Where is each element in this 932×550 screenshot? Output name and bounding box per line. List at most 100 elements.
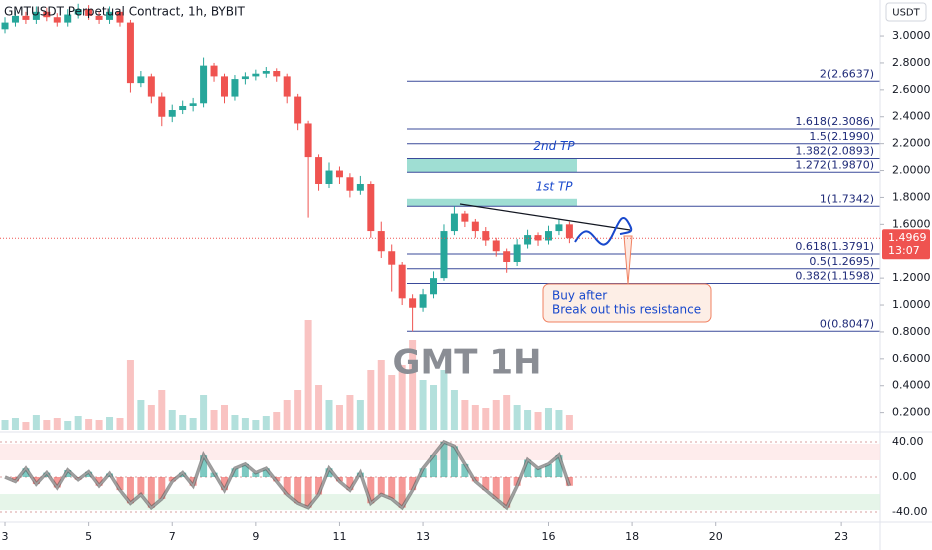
osc-bar — [95, 477, 103, 486]
candle-body — [11, 15, 19, 23]
candle-body — [325, 170, 333, 184]
volume-bar — [283, 400, 291, 430]
volume-bar — [325, 400, 333, 430]
osc-bar — [315, 477, 323, 495]
y-tick-label: 0.8000 — [892, 325, 931, 338]
candle-body — [335, 170, 343, 178]
candle-body — [200, 65, 208, 104]
fib-label: 1.382(2.0893) — [795, 145, 874, 158]
candle-body — [106, 11, 114, 20]
candle-body — [492, 240, 500, 252]
volume-bar — [492, 400, 500, 430]
candle-body — [346, 177, 354, 191]
candle-body — [388, 251, 396, 265]
osc-bar — [304, 477, 312, 508]
candle-body — [503, 251, 511, 262]
volume-bar — [22, 422, 30, 430]
osc-bar — [252, 472, 260, 477]
y-tick-label: 0.2000 — [892, 406, 931, 419]
osc-bar — [398, 477, 406, 508]
volume-bar — [231, 415, 239, 430]
volume-bar — [43, 420, 51, 430]
currency-box[interactable] — [885, 2, 927, 22]
volume-bar — [126, 360, 134, 430]
callout-pointer — [623, 235, 633, 285]
volume-bar — [294, 390, 302, 430]
last-price-label: 1.4969 — [888, 231, 927, 244]
osc-bar — [116, 477, 124, 491]
fib-label: 0(0.8047) — [820, 317, 874, 330]
fib-label: 1.272(1.9870) — [795, 158, 874, 171]
y-tick-label: 2.8000 — [892, 56, 931, 69]
osc-bar — [409, 477, 417, 491]
candle-body — [53, 17, 61, 23]
osc-bar — [231, 468, 239, 477]
volume-bar — [565, 415, 573, 430]
volume-bar — [11, 418, 19, 430]
volume-bar — [95, 420, 103, 430]
candle-body — [513, 244, 521, 262]
osc-bar — [126, 477, 134, 504]
candle-body — [367, 183, 375, 232]
volume-bar — [85, 419, 93, 430]
osc-line — [4, 441, 571, 509]
volume-bar — [377, 360, 385, 430]
volume-bar — [74, 416, 82, 430]
osc-bar — [262, 468, 270, 477]
candle-body — [304, 123, 312, 158]
osc-bar — [482, 477, 490, 491]
chart-title: GMTUSDT Perpetual Contract, 1h, BYBIT — [4, 5, 246, 19]
osc-bar — [220, 477, 228, 491]
osc-bar — [294, 477, 302, 504]
overbought-band — [0, 443, 880, 460]
fib-label: 0.382(1.1598) — [795, 270, 874, 283]
volume-bar — [450, 390, 458, 430]
candle-body — [22, 15, 30, 20]
candle-body — [64, 14, 72, 23]
volume-bar — [106, 417, 114, 430]
candle-body — [409, 298, 417, 308]
x-tick-label: 23 — [834, 530, 848, 543]
volume-bar — [200, 395, 208, 430]
osc-tick-label: -40.00 — [892, 505, 927, 518]
fib-label: 2(2.6637) — [820, 67, 874, 80]
tp-zone — [407, 198, 577, 207]
candle-body — [231, 79, 239, 97]
volume-bar — [461, 400, 469, 430]
callout-text: Break out this resistance — [552, 303, 701, 317]
candle-body — [419, 294, 427, 308]
fib-label: 0.5(1.2695) — [809, 255, 874, 268]
x-tick-label: 7 — [169, 530, 176, 543]
y-tick-label: 1.8000 — [892, 190, 931, 203]
candle-body — [294, 96, 302, 124]
osc-bar — [137, 477, 145, 495]
candle-body — [126, 22, 134, 84]
candle-body — [315, 157, 323, 184]
price-pane: 2nd TP 1st TP 2(2.6637) 1.618(2.3086) 1.5(2.… — [1, 3, 880, 430]
osc-bar — [22, 468, 30, 477]
volume-bar — [116, 418, 124, 430]
volume-bar — [513, 405, 521, 430]
x-tick-label: 13 — [416, 530, 430, 543]
candle-body — [252, 73, 260, 77]
osc-bar — [367, 477, 375, 504]
y-tick-label: 2.2000 — [892, 137, 931, 150]
tp-zone-label: 1st TP — [536, 179, 574, 193]
candle-body — [189, 103, 197, 106]
osc-bar — [241, 463, 249, 477]
osc-bar — [53, 477, 61, 488]
candle-body — [440, 231, 448, 279]
candle-body — [85, 9, 93, 16]
osc-tick-label: 0.00 — [892, 470, 917, 483]
volume-bar — [315, 385, 323, 430]
candle-body — [158, 96, 166, 117]
candle-body — [116, 11, 124, 23]
candle-body — [534, 235, 542, 241]
volume-bar — [440, 370, 448, 430]
fib-label: 1.5(2.1990) — [809, 130, 874, 143]
osc-bar — [503, 477, 511, 508]
osc-bar — [544, 463, 552, 477]
volume-bar — [64, 421, 72, 430]
fib-label: 1.618(2.3086) — [795, 115, 874, 128]
